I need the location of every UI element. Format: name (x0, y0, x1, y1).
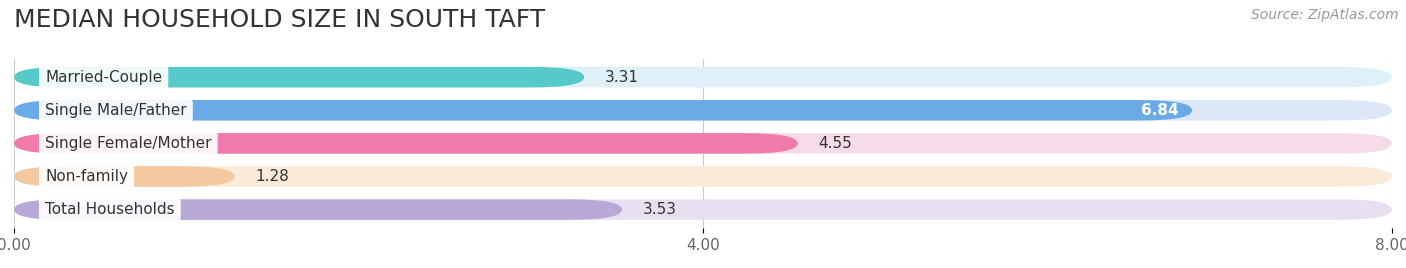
Text: Single Female/Mother: Single Female/Mother (45, 136, 211, 151)
Text: 3.31: 3.31 (605, 70, 638, 85)
Text: Single Male/Father: Single Male/Father (45, 103, 187, 118)
Text: 6.84: 6.84 (1140, 103, 1178, 118)
FancyBboxPatch shape (14, 166, 235, 187)
FancyBboxPatch shape (14, 133, 797, 154)
FancyBboxPatch shape (14, 199, 621, 220)
Text: Married-Couple: Married-Couple (45, 70, 162, 85)
FancyBboxPatch shape (14, 67, 1392, 87)
Text: Non-family: Non-family (45, 169, 128, 184)
Text: MEDIAN HOUSEHOLD SIZE IN SOUTH TAFT: MEDIAN HOUSEHOLD SIZE IN SOUTH TAFT (14, 8, 546, 32)
Text: 4.55: 4.55 (818, 136, 852, 151)
FancyBboxPatch shape (14, 133, 1392, 154)
FancyBboxPatch shape (14, 199, 1392, 220)
FancyBboxPatch shape (14, 100, 1392, 121)
Text: 1.28: 1.28 (256, 169, 290, 184)
Text: Total Households: Total Households (45, 202, 174, 217)
Text: 3.53: 3.53 (643, 202, 676, 217)
Text: Source: ZipAtlas.com: Source: ZipAtlas.com (1251, 8, 1399, 22)
FancyBboxPatch shape (14, 100, 1192, 121)
FancyBboxPatch shape (14, 67, 583, 87)
FancyBboxPatch shape (14, 166, 1392, 187)
